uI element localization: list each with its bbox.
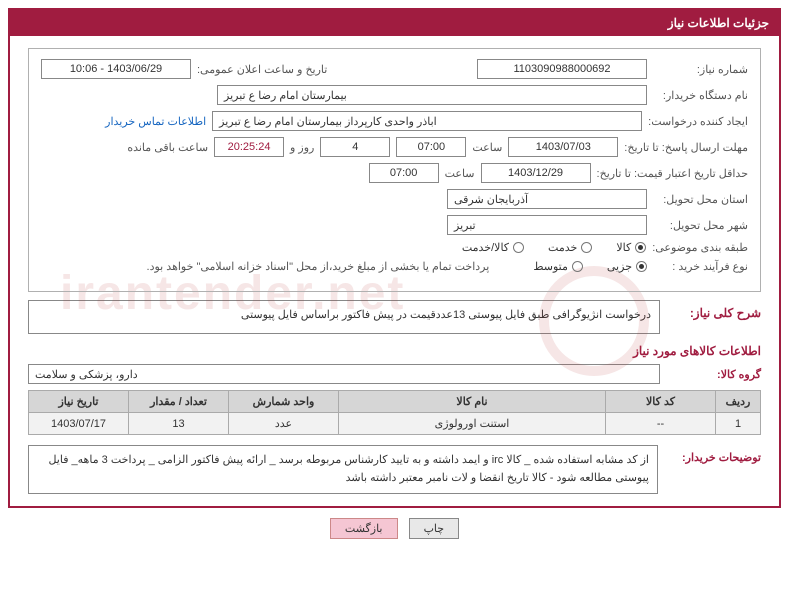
- radio-small-dot: [636, 261, 647, 272]
- province-label: استان محل تحویل:: [653, 193, 748, 206]
- row-process: نوع فرآیند خرید : جزیی متوسط پرداخت تمام…: [41, 260, 748, 273]
- row-deadline: مهلت ارسال پاسخ: تا تاریخ: 1403/07/03 سا…: [41, 137, 748, 157]
- process-label: نوع فرآیند خرید :: [653, 260, 748, 273]
- buyer-notes-text: از کد مشابه استفاده شده _ کالا irc و ایم…: [28, 445, 658, 494]
- announce-label: تاریخ و ساعت اعلان عمومی:: [197, 63, 327, 76]
- row-validity: حداقل تاریخ اعتبار قیمت: تا تاریخ: 1403/…: [41, 163, 748, 183]
- row-creator: ایجاد کننده درخواست: اباذر واحدی کارپردا…: [41, 111, 748, 131]
- desc-text: درخواست انژیوگرافی طبق فایل پیوستی 13عدد…: [28, 300, 660, 334]
- remain-days: 4: [320, 137, 390, 157]
- th-unit: واحد شمارش: [229, 391, 339, 413]
- radio-both[interactable]: کالا/خدمت: [462, 241, 524, 254]
- goods-info-title: اطلاعات کالاهای مورد نیاز: [28, 344, 761, 358]
- cell-name: استنت اورولوژی: [339, 413, 606, 435]
- city-value: تبریز: [447, 215, 647, 235]
- table-row: 1 -- استنت اورولوژی عدد 13 1403/07/17: [29, 413, 761, 435]
- radio-goods-dot: [635, 242, 646, 253]
- desc-title-label: شرح کلی نیاز:: [666, 306, 761, 320]
- th-date: تاریخ نیاز: [29, 391, 129, 413]
- radio-service[interactable]: خدمت: [548, 241, 592, 254]
- cell-code: --: [606, 413, 716, 435]
- radio-medium[interactable]: متوسط: [533, 260, 583, 273]
- province-value: آذربایجان شرقی: [447, 189, 647, 209]
- row-desc: . درخواست انژیوگرافی طبق فایل پیوستی 13ع…: [28, 300, 761, 334]
- row-buyer-org: نام دستگاه خریدار: بیمارستان امام رضا ع …: [41, 85, 748, 105]
- need-no-label: شماره نیاز:: [653, 63, 748, 76]
- th-qty: تعداد / مقدار: [129, 391, 229, 413]
- panel-body: irantender.net شماره نیاز: 1103090988000…: [10, 36, 779, 506]
- cell-date: 1403/07/17: [29, 413, 129, 435]
- buyer-notes-label: توضیحات خریدار:: [666, 445, 761, 464]
- group-value: دارو، پزشکی و سلامت: [28, 364, 660, 384]
- button-row: چاپ بازگشت: [8, 518, 781, 539]
- category-label: طبقه بندی موضوعی:: [652, 241, 748, 254]
- radio-service-dot: [581, 242, 592, 253]
- radio-medium-dot: [572, 261, 583, 272]
- row-need-no: شماره نیاز: 1103090988000692 تاریخ و ساع…: [41, 59, 748, 79]
- buyer-org-value: بیمارستان امام رضا ع تبریز: [217, 85, 647, 105]
- creator-label: ایجاد کننده درخواست:: [648, 115, 748, 128]
- cell-qty: 13: [129, 413, 229, 435]
- deadline-label: مهلت ارسال پاسخ: تا تاریخ:: [624, 141, 748, 154]
- need-no-value: 1103090988000692: [477, 59, 647, 79]
- inner-box: شماره نیاز: 1103090988000692 تاریخ و ساع…: [28, 48, 761, 292]
- validity-time: 07:00: [369, 163, 439, 183]
- detail-panel: جزئیات اطلاعات نیاز irantender.net شماره…: [8, 8, 781, 508]
- buyer-org-label: نام دستگاه خریدار:: [653, 89, 748, 102]
- radio-goods[interactable]: کالا: [616, 241, 646, 254]
- city-label: شهر محل تحویل:: [653, 219, 748, 232]
- radio-small-label: جزیی: [607, 260, 632, 273]
- validity-date: 1403/12/29: [481, 163, 591, 183]
- cell-row: 1: [716, 413, 761, 435]
- payment-note: پرداخت تمام یا بخشی از مبلغ خرید،از محل …: [147, 260, 490, 273]
- row-group: گروه کالا: دارو، پزشکی و سلامت: [28, 364, 761, 384]
- th-row: ردیف: [716, 391, 761, 413]
- creator-value: اباذر واحدی کارپرداز بیمارستان امام رضا …: [212, 111, 642, 131]
- row-province: استان محل تحویل: آذربایجان شرقی: [41, 189, 748, 209]
- announce-value: 1403/06/29 - 10:06: [41, 59, 191, 79]
- radio-medium-label: متوسط: [533, 260, 568, 273]
- validity-label: حداقل تاریخ اعتبار قیمت: تا تاریخ:: [597, 167, 748, 180]
- panel-title: جزئیات اطلاعات نیاز: [10, 10, 779, 36]
- time-label-1: ساعت: [472, 141, 502, 154]
- radio-goods-label: کالا: [616, 241, 631, 254]
- radio-service-label: خدمت: [548, 241, 577, 254]
- days-and: روز و: [290, 141, 314, 154]
- deadline-date: 1403/07/03: [508, 137, 618, 157]
- remain-suffix: ساعت باقی مانده: [127, 141, 208, 154]
- table-header-row: ردیف کد کالا نام کالا واحد شمارش تعداد /…: [29, 391, 761, 413]
- radio-both-dot: [513, 242, 524, 253]
- contact-buyer-link[interactable]: اطلاعات تماس خریدار: [105, 115, 206, 128]
- back-button[interactable]: بازگشت: [330, 518, 398, 539]
- th-name: نام کالا: [339, 391, 606, 413]
- radio-both-label: کالا/خدمت: [462, 241, 509, 254]
- group-label: گروه کالا:: [666, 368, 761, 381]
- print-button[interactable]: چاپ: [409, 518, 460, 539]
- deadline-time: 07:00: [396, 137, 466, 157]
- row-city: شهر محل تحویل: تبریز: [41, 215, 748, 235]
- cell-unit: عدد: [229, 413, 339, 435]
- row-category: طبقه بندی موضوعی: کالا خدمت کالا/خدمت: [41, 241, 748, 254]
- remain-time: 20:25:24: [214, 137, 284, 157]
- radio-small[interactable]: جزیی: [607, 260, 647, 273]
- row-buyer-notes: توضیحات خریدار: از کد مشابه استفاده شده …: [28, 445, 761, 494]
- time-label-2: ساعت: [445, 167, 475, 180]
- th-code: کد کالا: [606, 391, 716, 413]
- items-table: ردیف کد کالا نام کالا واحد شمارش تعداد /…: [28, 390, 761, 435]
